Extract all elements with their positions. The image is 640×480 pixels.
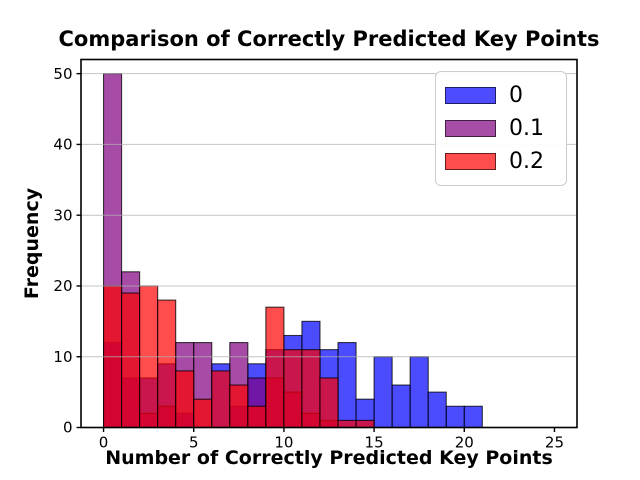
axes-frame bbox=[80, 58, 578, 429]
y-tick-label: 20 bbox=[53, 277, 72, 295]
histogram-bar bbox=[193, 398, 213, 429]
series-0.2 bbox=[102, 285, 375, 429]
legend-label: 0.1 bbox=[509, 115, 544, 141]
chart-title: Comparison of Correctly Predicted Key Po… bbox=[59, 27, 600, 51]
histogram-bar bbox=[121, 292, 141, 429]
histogram-bar bbox=[229, 384, 249, 429]
legend-swatch-blue bbox=[445, 87, 496, 104]
legend-row: 0.1 bbox=[445, 115, 562, 141]
x-tick-label: 10 bbox=[274, 434, 293, 452]
histogram-bar bbox=[319, 377, 339, 429]
histogram-bar bbox=[157, 299, 177, 429]
y-tick-label: 30 bbox=[53, 206, 72, 224]
x-tick-label: 0 bbox=[99, 434, 109, 452]
histogram-bar bbox=[175, 370, 195, 429]
x-tick-label: 20 bbox=[455, 434, 474, 452]
histogram-bar bbox=[283, 349, 303, 429]
histogram-bar bbox=[337, 342, 357, 429]
histogram-bar bbox=[211, 370, 231, 429]
y-ticks: 0 10 20 30 40 50 bbox=[53, 65, 81, 437]
x-axis-label: Number of Correctly Predicted Key Points bbox=[105, 447, 553, 469]
legend-label: 0.2 bbox=[509, 148, 544, 174]
x-tick-label: 5 bbox=[189, 434, 199, 452]
x-ticks: 0 5 10 15 20 25 bbox=[99, 427, 564, 452]
histogram-bar bbox=[265, 306, 285, 429]
histogram-bar bbox=[463, 405, 483, 429]
x-tick-label: 15 bbox=[365, 434, 384, 452]
y-tick-label: 10 bbox=[53, 348, 72, 366]
histogram-bar bbox=[391, 384, 411, 429]
legend-swatch-red bbox=[445, 153, 496, 170]
y-tick-label: 0 bbox=[63, 419, 73, 437]
x-tick-label: 25 bbox=[545, 434, 564, 452]
legend-label: 0 bbox=[509, 82, 523, 108]
y-tick-label: 50 bbox=[53, 65, 72, 83]
legend-row: 0 bbox=[445, 82, 562, 108]
y-tick-label: 40 bbox=[53, 136, 72, 154]
legend: 0 0.1 0.2 bbox=[435, 71, 567, 186]
histogram-bar bbox=[445, 405, 465, 429]
histogram-bar bbox=[355, 419, 375, 429]
histogram-bar bbox=[337, 419, 357, 429]
histogram-bar bbox=[409, 356, 429, 429]
histogram-bar bbox=[301, 349, 321, 429]
y-axis-label: Frequency bbox=[21, 187, 43, 299]
bars-layer bbox=[102, 73, 483, 429]
legend-swatch-purple bbox=[445, 120, 496, 137]
legend-row: 0.2 bbox=[445, 148, 562, 174]
histogram-bar bbox=[427, 391, 447, 429]
histogram-bar bbox=[247, 405, 267, 429]
histogram-bar bbox=[373, 356, 393, 429]
